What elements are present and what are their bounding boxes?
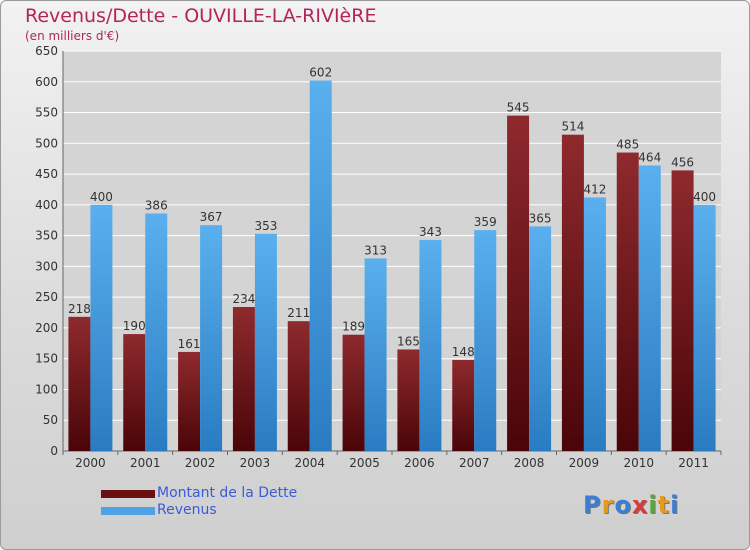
data-label: 545 [507,101,530,115]
chart-title: Revenus/Dette - OUVILLE-LA-RIVIèRE [25,5,377,27]
y-tick-label: 200 [35,321,58,335]
y-tick-label: 600 [35,75,58,89]
data-label: 359 [474,215,497,229]
x-tick-label: 2006 [404,456,435,470]
data-label: 189 [342,320,365,334]
y-tick-label: 550 [35,106,58,120]
data-label: 514 [561,120,584,134]
bar-dette [287,321,310,451]
x-tick-label: 2011 [678,456,709,470]
data-label: 365 [529,211,552,225]
data-label: 353 [254,219,277,233]
y-tick-label: 300 [35,259,58,273]
legend-swatch-revenus [101,507,155,515]
y-tick-label: 350 [35,229,58,243]
bar-dette [123,334,146,451]
x-tick-label: 2008 [514,456,545,470]
data-label: 190 [123,319,146,333]
y-tick-label: 0 [50,444,58,458]
logo-letter: r [601,491,615,519]
bar-dette [452,359,475,451]
logo-letter: o [614,491,632,519]
data-label: 211 [287,306,310,320]
y-tick-label: 650 [35,44,58,58]
bar-revenus [254,233,277,451]
data-label: 386 [145,198,168,212]
x-tick-label: 2010 [623,456,654,470]
x-tick-label: 2002 [185,456,216,470]
bar-revenus [200,225,223,451]
y-tick-label: 150 [35,352,58,366]
bar-dette [671,170,694,451]
x-tick-label: 2000 [75,456,106,470]
y-tick-label: 250 [35,290,58,304]
data-label: 148 [452,345,475,359]
data-label: 602 [309,66,332,80]
logo-letter: x [631,491,649,519]
x-tick-label: 2009 [569,456,600,470]
logo-letter: i [670,491,680,519]
chart-subtitle: (en milliers d'€) [25,29,120,43]
data-label: 456 [671,155,694,169]
bar-revenus [583,197,606,451]
x-tick-label: 2004 [294,456,325,470]
x-tick-label: 2007 [459,456,490,470]
bar-dette [561,134,584,451]
data-label: 412 [583,182,606,196]
logo-letter: t [657,491,671,519]
bar-dette [178,351,201,451]
bar-revenus [90,204,113,451]
bar-revenus [364,258,387,451]
legend-swatch-dette [101,490,155,498]
data-label: 161 [178,337,201,351]
bar-revenus [474,230,497,451]
data-label: 400 [90,190,113,204]
x-tick-label: 2003 [240,456,271,470]
bar-revenus [529,226,552,451]
plot-area [63,51,721,451]
data-label: 234 [232,292,255,306]
bar-revenus [145,213,168,451]
x-tick-label: 2005 [349,456,380,470]
logo-letter: i [648,491,658,519]
bar-dette [232,307,255,451]
bar-revenus [693,204,716,451]
data-label: 165 [397,334,420,348]
logo-letter: P [583,491,602,519]
proxiti-logo: Proxiti [583,491,679,519]
data-label: 313 [364,243,387,257]
legend-label-revenus: Revenus [157,502,217,518]
bar-revenus [419,239,442,451]
data-label: 485 [616,138,639,152]
bar-dette [342,334,365,451]
bar-dette [68,316,91,451]
x-tick-label: 2001 [130,456,161,470]
y-tick-label: 50 [43,413,58,427]
bar-dette [397,349,420,451]
bar-revenus [309,80,332,452]
bar-dette [616,152,639,452]
data-label: 400 [693,190,716,204]
legend-label-dette: Montant de la Dette [157,485,298,501]
data-label: 464 [638,150,661,164]
y-tick-label: 450 [35,167,58,181]
data-label: 343 [419,225,442,239]
bar-revenus [638,165,661,451]
y-tick-label: 500 [35,136,58,150]
data-label: 218 [68,302,91,316]
y-tick-label: 100 [35,382,58,396]
y-tick-label: 400 [35,198,58,212]
data-label: 367 [200,210,223,224]
bar-dette [507,115,530,451]
